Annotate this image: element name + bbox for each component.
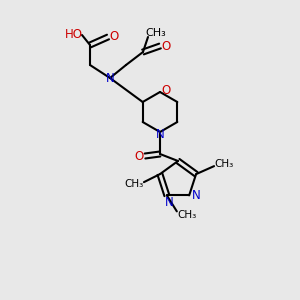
Text: HO: HO: [65, 28, 83, 40]
Text: N: N: [164, 196, 173, 209]
Text: N: N: [192, 189, 200, 202]
Text: CH₃: CH₃: [146, 28, 167, 38]
Text: O: O: [110, 29, 118, 43]
Text: CH₃: CH₃: [177, 210, 196, 220]
Text: N: N: [156, 128, 164, 142]
Text: O: O: [161, 40, 171, 52]
Text: N: N: [106, 71, 114, 85]
Text: O: O: [134, 149, 144, 163]
Text: CH₃: CH₃: [124, 179, 144, 189]
Text: O: O: [161, 85, 171, 98]
Text: CH₃: CH₃: [214, 159, 234, 169]
